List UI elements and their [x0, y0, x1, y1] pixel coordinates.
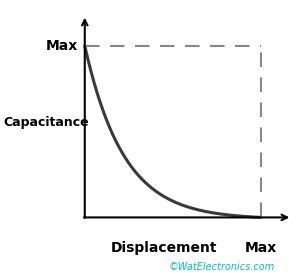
Text: Max: Max: [46, 39, 78, 53]
Text: Capacitance: Capacitance: [3, 117, 89, 129]
Text: Displacement: Displacement: [111, 242, 217, 255]
Text: Max: Max: [244, 242, 277, 255]
Text: ©WatElectronics.com: ©WatElectronics.com: [169, 262, 275, 272]
